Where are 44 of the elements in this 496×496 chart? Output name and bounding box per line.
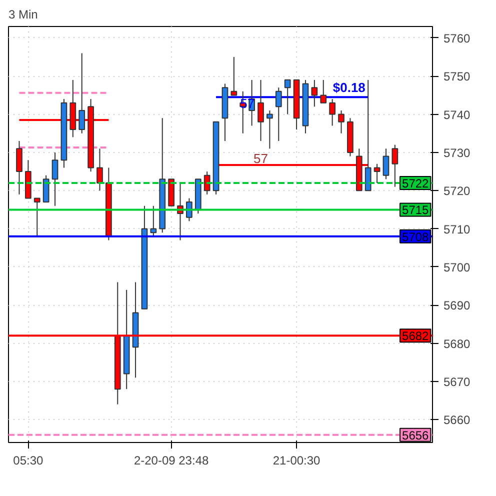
y-tick-label: 5700 — [444, 260, 471, 274]
candlestick — [52, 152, 58, 206]
y-tick-label: 5720 — [444, 184, 471, 198]
candlestick — [150, 205, 157, 237]
x-tick-label: 05:30 — [13, 454, 44, 468]
y-tick-label: 5760 — [444, 31, 471, 46]
candlestick — [16, 140, 22, 195]
annotation: 57 — [240, 96, 255, 112]
candlestick — [78, 52, 86, 134]
candlestick — [364, 79, 372, 192]
candlestick — [258, 79, 264, 142]
candlestick — [338, 110, 344, 134]
candlestick — [34, 198, 40, 237]
chart-title: 3 Min — [8, 8, 38, 22]
ref-line-label: 5656 — [402, 428, 430, 442]
candlestick — [329, 98, 336, 126]
annotation: 57 — [254, 151, 268, 166]
candlestick — [320, 79, 327, 104]
candlestick — [392, 144, 398, 188]
y-tick-label: 5750 — [444, 70, 471, 84]
candlestick — [230, 56, 238, 96]
candlestick — [311, 79, 318, 108]
y-tick-label: 5670 — [444, 374, 471, 389]
x-tick-label: 2-20-09 23:48 — [134, 454, 209, 468]
y-tick-label: 5690 — [444, 298, 471, 313]
candlestick — [42, 174, 50, 203]
y-tick-label: 5730 — [444, 146, 471, 160]
y-tick-label: 5660 — [444, 413, 471, 428]
ref-line-label: 5722 — [402, 176, 430, 190]
ref-line-label: 5708 — [402, 230, 430, 244]
x-tick-label: 21-00:30 — [272, 454, 321, 468]
candlestick — [284, 79, 291, 115]
candlestick — [374, 163, 380, 184]
candlestick — [275, 87, 282, 142]
y-tick-label: 5740 — [444, 108, 471, 122]
annotation: $0.18 — [332, 80, 366, 96]
ref-line-label: 5715 — [402, 203, 430, 218]
candlestick — [266, 110, 273, 150]
y-tick-label: 5680 — [444, 336, 471, 351]
candlestick — [382, 148, 390, 180]
ref-line-label: 5682 — [402, 329, 430, 344]
candlestick — [96, 148, 103, 192]
y-tick-label: 5710 — [444, 222, 471, 236]
candlestick — [204, 171, 210, 195]
